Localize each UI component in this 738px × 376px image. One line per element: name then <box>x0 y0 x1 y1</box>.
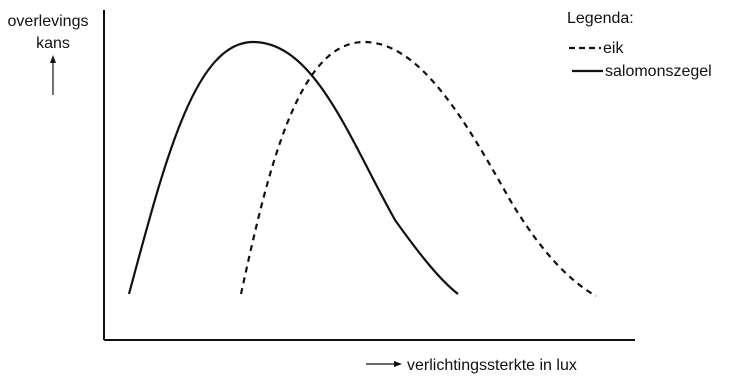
y-axis-label-line2: kans <box>36 35 70 52</box>
legend: Legenda: eik salomonszegel <box>567 10 712 80</box>
x-axis-arrow <box>366 361 402 367</box>
series-eik <box>239 40 597 297</box>
series-salomonszegel <box>127 40 459 295</box>
y-axis-arrow <box>50 55 56 95</box>
legend-title: Legenda: <box>567 10 634 27</box>
legend-label-salomonszegel: salomonszegel <box>605 63 712 80</box>
legend-label-eik: eik <box>603 40 624 57</box>
y-axis-label-line1: overlevings <box>8 13 89 30</box>
x-axis-label: verlichtingssterkte in lux <box>407 357 577 374</box>
